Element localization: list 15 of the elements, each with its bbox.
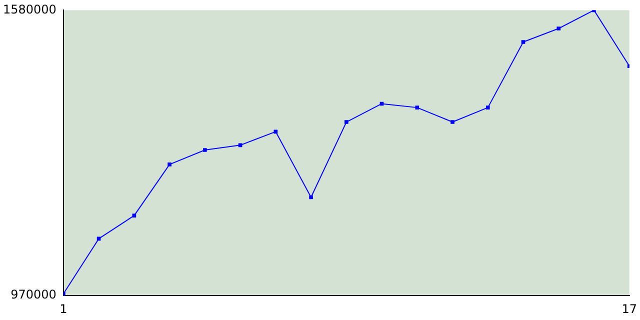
point — [203, 148, 207, 152]
point — [415, 106, 420, 110]
x-tick-label: 1 — [60, 302, 68, 316]
point — [274, 130, 278, 134]
point — [556, 26, 561, 30]
point — [309, 195, 313, 200]
y-tick-label: 970000 — [10, 288, 56, 302]
point — [521, 40, 526, 44]
x-tick-label: 17 — [622, 302, 638, 316]
point — [132, 214, 136, 218]
point — [168, 162, 172, 166]
point — [486, 106, 490, 110]
point — [450, 120, 454, 124]
y-tick-label: 1580000 — [2, 2, 56, 16]
point — [344, 120, 348, 124]
